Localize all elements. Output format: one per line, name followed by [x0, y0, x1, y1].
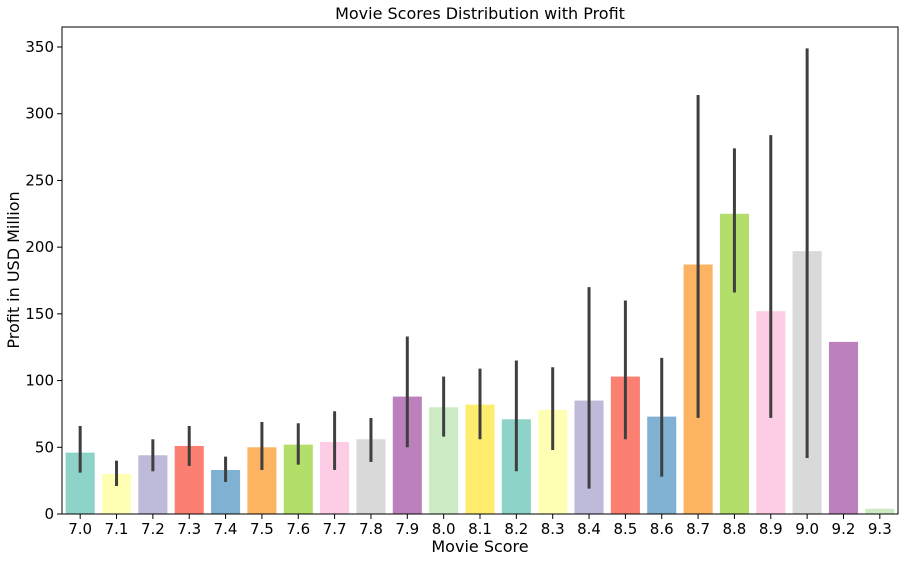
y-tick-label: 350: [25, 38, 54, 56]
x-tick-label: 8.1: [468, 520, 492, 538]
plot-area: 0 50 100 150 200 250 300 350 7.0 7.1 7.2 7.3 7.4 7.5 7…: [25, 26, 899, 538]
y-tick-label: 150: [25, 305, 54, 323]
chart-title: Movie Scores Distribution with Profit: [335, 4, 625, 23]
y-axis-title: Profit in USD Million: [4, 191, 23, 348]
x-tick-label: 8.3: [541, 520, 565, 538]
x-tick-label: 8.2: [504, 520, 528, 538]
x-tick-label: 7.6: [286, 520, 310, 538]
x-tick-label: 7.2: [141, 520, 165, 538]
x-tick-label: 9.2: [832, 520, 856, 538]
x-tick-label: 9.0: [795, 520, 819, 538]
x-tick-label: 8.8: [723, 520, 747, 538]
y-tick-label: 250: [25, 171, 54, 189]
y-tick-label: 100: [25, 372, 54, 390]
y-tick-label: 300: [25, 105, 54, 123]
x-tick-label: 7.4: [214, 520, 238, 538]
x-tick-label: 8.7: [686, 520, 710, 538]
x-tick-label: 8.9: [759, 520, 783, 538]
x-tick-label: 7.3: [177, 520, 201, 538]
x-tick-label: 9.3: [868, 520, 892, 538]
x-tick-label: 7.5: [250, 520, 274, 538]
bar: [828, 341, 859, 514]
x-axis-title: Movie Score: [431, 537, 528, 556]
x-tick-label: 8.6: [650, 520, 674, 538]
x-tick-label: 8.5: [613, 520, 637, 538]
y-tick-label: 0: [44, 505, 54, 523]
x-tick-label: 7.7: [323, 520, 347, 538]
x-tick-label: 8.0: [432, 520, 456, 538]
x-tick-label: 7.0: [68, 520, 92, 538]
x-tick-label: 7.1: [105, 520, 129, 538]
x-tick-label: 8.4: [577, 520, 601, 538]
y-tick-label: 50: [35, 438, 54, 456]
x-tick-label: 7.8: [359, 520, 383, 538]
x-tick-label: 7.9: [395, 520, 419, 538]
bar: [865, 508, 895, 514]
y-tick-label: 200: [25, 238, 54, 256]
